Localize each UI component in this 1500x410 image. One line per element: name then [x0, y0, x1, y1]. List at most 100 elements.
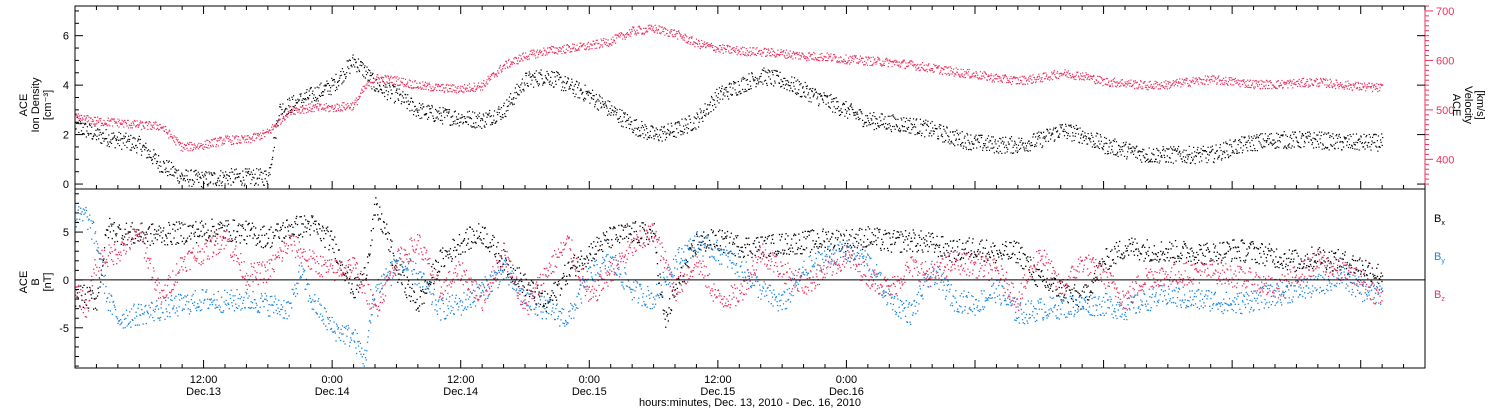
density-point [870, 124, 872, 126]
velocity-point [75, 113, 77, 115]
velocity-point [588, 49, 590, 51]
velocity-point [328, 111, 330, 113]
density-point [482, 119, 484, 121]
density-point [562, 86, 564, 88]
bx-point [94, 298, 96, 300]
velocity-point [175, 144, 177, 146]
velocity-point [783, 50, 785, 52]
velocity-point [1216, 83, 1218, 85]
velocity-point [565, 52, 567, 54]
velocity-point [1051, 71, 1053, 73]
density-point [1186, 162, 1188, 164]
density-point [1043, 131, 1045, 133]
velocity-point [477, 82, 480, 84]
density-point [348, 68, 350, 70]
density-point [772, 71, 774, 73]
velocity-point [1278, 86, 1280, 88]
velocity-point [263, 132, 265, 134]
velocity-point [530, 50, 532, 52]
density-point [893, 116, 895, 118]
density-point [1264, 146, 1266, 148]
velocity-point [1144, 81, 1146, 83]
velocity-point [95, 120, 98, 122]
velocity-point [1275, 87, 1277, 89]
density-point [991, 136, 993, 138]
velocity-point [1354, 84, 1356, 86]
velocity-point [1100, 82, 1102, 84]
density-point [1260, 133, 1262, 135]
density-point [1026, 149, 1028, 151]
velocity-point [858, 61, 860, 63]
density-point [1231, 146, 1233, 148]
density-point [1172, 149, 1174, 151]
density-point [673, 131, 675, 133]
velocity-point [806, 56, 808, 58]
velocity-point [112, 125, 114, 127]
bx-point [125, 233, 127, 235]
density-point [1368, 133, 1370, 136]
density-point [1147, 158, 1149, 160]
density-point [1187, 158, 1189, 160]
velocity-point [1190, 80, 1193, 82]
density-point [311, 92, 313, 95]
velocity-point [862, 57, 864, 59]
velocity-point [967, 74, 969, 76]
velocity-point [1104, 78, 1106, 81]
velocity-point [787, 57, 789, 59]
density-point [1377, 135, 1380, 137]
velocity-point [706, 43, 708, 45]
velocity-point [1201, 83, 1203, 85]
bx-point [112, 223, 114, 225]
velocity-point [384, 83, 386, 85]
velocity-point [257, 134, 259, 136]
velocity-point [266, 131, 268, 133]
density-point [808, 88, 811, 90]
velocity-point [207, 144, 210, 146]
velocity-point [1082, 78, 1084, 80]
density-point [700, 110, 702, 112]
density-point [697, 116, 699, 118]
bx-point [81, 299, 83, 301]
density-point [435, 108, 437, 110]
density-point [617, 118, 619, 120]
velocity-point [453, 89, 455, 92]
density-point [588, 92, 590, 94]
density-point [978, 141, 980, 144]
density-point [698, 126, 700, 128]
density-point [1080, 134, 1082, 136]
velocity-point [208, 141, 211, 143]
density-point [567, 77, 569, 79]
density-point [109, 141, 111, 143]
velocity-point [587, 41, 589, 44]
density-point [735, 92, 737, 94]
velocity-point [184, 148, 186, 150]
velocity-point [1252, 79, 1254, 82]
velocity-point [1328, 84, 1330, 86]
density-point [1290, 134, 1292, 136]
velocity-point [1077, 71, 1079, 73]
density-point [1135, 156, 1137, 158]
velocity-point [991, 75, 993, 77]
velocity-point [605, 42, 608, 44]
density-point [1067, 134, 1069, 137]
velocity-point [967, 69, 969, 71]
density-point [1083, 140, 1085, 142]
velocity-point [1204, 83, 1206, 85]
density-point [962, 141, 964, 144]
velocity-point [1339, 83, 1341, 86]
velocity-point [708, 44, 710, 46]
velocity-point [676, 32, 678, 35]
bx-point [120, 228, 122, 230]
velocity-point [251, 136, 253, 138]
velocity-point [848, 57, 850, 59]
velocity-point [363, 85, 365, 87]
density-point [867, 120, 870, 122]
density-point [694, 127, 696, 129]
velocity-point [528, 58, 530, 60]
velocity-point [534, 55, 536, 57]
velocity-point [1167, 80, 1169, 83]
density-point [180, 176, 182, 178]
density-point [964, 135, 966, 137]
velocity-point [123, 126, 125, 128]
density-point [338, 85, 340, 87]
